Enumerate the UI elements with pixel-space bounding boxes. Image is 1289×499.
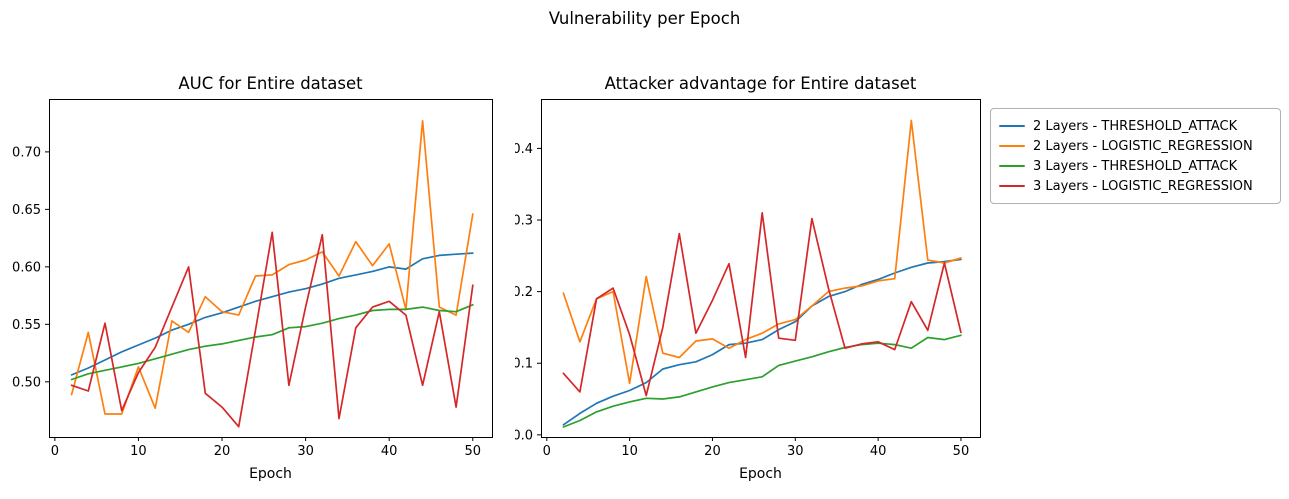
x-tick-label: 20	[214, 444, 231, 459]
series-line-green	[70, 303, 474, 381]
x-tick-label: 40	[381, 444, 398, 459]
y-tick-label: 0.55	[12, 318, 41, 333]
legend-item-3layers-logistic: 3 Layers - LOGISTIC_REGRESSION	[999, 176, 1272, 196]
y-tick-label: 0.3	[515, 214, 533, 229]
x-tick-label: 10	[130, 444, 147, 459]
axes-spines	[541, 99, 981, 438]
x-tick-label: 40	[870, 444, 887, 459]
y-tick-label: 0.2	[515, 285, 533, 300]
x-tick-label: 30	[787, 444, 804, 459]
legend-item-2layers-logistic: 2 Layers - LOGISTIC_REGRESSION	[999, 136, 1272, 156]
x-tick-label: 10	[621, 444, 638, 459]
y-tick-label: 0.65	[12, 203, 41, 218]
x-tick-label: 50	[465, 444, 482, 459]
attacker-advantage-chart-svg: 0 10 20 30 40 50 0.0 0.1 0.2 0.3 0.4 Attacker advan…	[512, 74, 981, 482]
chart-title: AUC for Entire dataset	[178, 74, 363, 93]
legend-line-orange-icon	[999, 144, 1025, 148]
x-tick-label: 0	[543, 444, 551, 459]
x-axis-label: Epoch	[739, 466, 782, 482]
series-line-red	[70, 231, 474, 428]
y-tick-label: 0.70	[12, 145, 41, 160]
y-tick-label: 0.4	[515, 142, 533, 157]
y-tick-label: 0.50	[12, 375, 41, 390]
series-line-red	[562, 212, 962, 397]
axes-spines	[49, 99, 493, 438]
legend-item-2layers-threshold: 2 Layers - THRESHOLD_ATTACK	[999, 116, 1272, 136]
legend-label: 2 Layers - LOGISTIC_REGRESSION	[1033, 138, 1253, 154]
y-tick-label: 0.0	[515, 428, 533, 443]
y-tick-label: 0.1	[515, 357, 533, 372]
x-tick-label: 0	[51, 444, 59, 459]
series-line-green	[562, 334, 962, 428]
chart-title: Attacker advantage for Entire dataset	[605, 74, 917, 93]
legend-label: 3 Layers - LOGISTIC_REGRESSION	[1033, 178, 1253, 194]
legend-line-blue-icon	[999, 124, 1025, 128]
x-tick-label: 50	[953, 444, 970, 459]
x-axis-label: Epoch	[249, 466, 292, 482]
legend-label: 2 Layers - THRESHOLD_ATTACK	[1033, 118, 1238, 134]
series-line-blue	[70, 252, 474, 376]
auc-chart: 0 10 20 30 40 50 0.50 0.55 0.60 0.65 0.70 AUC for E…	[0, 60, 515, 495]
legend-item-3layers-threshold: 3 Layers - THRESHOLD_ATTACK	[999, 156, 1272, 176]
attacker-advantage-chart: 0 10 20 30 40 50 0.0 0.1 0.2 0.3 0.4 Attacker advan…	[512, 60, 990, 495]
legend-label: 3 Layers - THRESHOLD_ATTACK	[1033, 158, 1238, 174]
legend-box: 2 Layers - THRESHOLD_ATTACK 2 Layers - L…	[990, 108, 1281, 204]
auc-chart-svg: 0 10 20 30 40 50 0.50 0.55 0.60 0.65 0.70 AUC for E…	[12, 74, 493, 482]
x-tick-label: 20	[704, 444, 721, 459]
series-line-orange	[70, 119, 474, 415]
legend-line-green-icon	[999, 164, 1025, 168]
x-tick-label: 30	[297, 444, 314, 459]
legend-line-red-icon	[999, 184, 1025, 188]
series-line-orange	[562, 119, 962, 385]
y-tick-label: 0.60	[12, 260, 41, 275]
figure-suptitle: Vulnerability per Epoch	[548, 9, 741, 28]
